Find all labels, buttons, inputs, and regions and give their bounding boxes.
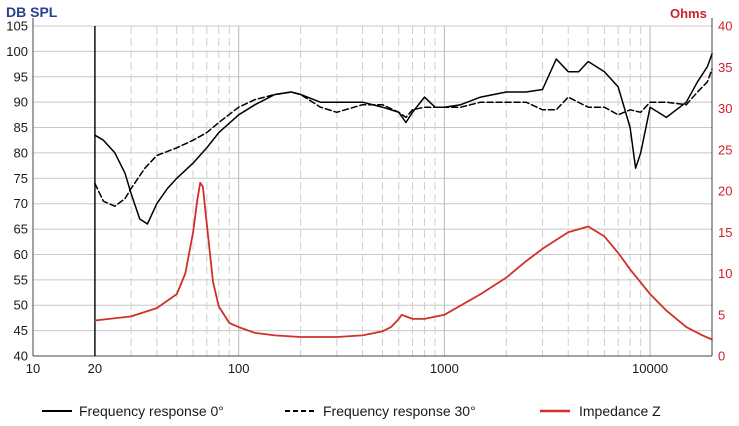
right-axis-title: Ohms [670, 6, 707, 21]
right-tick-label: 5 [718, 307, 725, 322]
right-tick-label: 30 [718, 101, 732, 116]
left-tick-label: 60 [14, 247, 28, 262]
right-tick-label: 25 [718, 142, 732, 157]
right-tick-label: 0 [718, 349, 725, 364]
x-tick-label: 100 [228, 361, 250, 376]
x-tick-label: 10 [26, 361, 40, 376]
right-tick-label: 15 [718, 225, 732, 240]
left-tick-label: 50 [14, 298, 28, 313]
left-tick-label: 40 [14, 349, 28, 364]
left-tick-label: 70 [14, 196, 28, 211]
series-line-fr30 [94, 68, 713, 207]
series-line-fr0 [94, 53, 713, 225]
series-lines [94, 53, 713, 341]
right-tick-label: 40 [718, 19, 732, 34]
x-tick-label: 1000 [430, 361, 459, 376]
left-axis-title: DB SPL [6, 4, 58, 20]
left-tick-label: 90 [14, 95, 28, 110]
grid [33, 25, 712, 356]
legend-label-fr30: Frequency response 30° [323, 403, 476, 419]
right-tick-label: 35 [718, 60, 732, 75]
left-tick-label: 95 [14, 69, 28, 84]
right-tick-label: 20 [718, 184, 732, 199]
left-tick-label: 100 [6, 44, 28, 59]
legend: Frequency response 0° Frequency response… [42, 403, 661, 419]
legend-label-impedance: Impedance Z [579, 403, 661, 419]
left-tick-label: 85 [14, 120, 28, 135]
x-tick-label: 10000 [632, 361, 668, 376]
left-tick-label: 65 [14, 222, 28, 237]
series-line-impedance [94, 181, 713, 341]
left-tick-label: 55 [14, 272, 28, 287]
left-tick-label: 45 [14, 323, 28, 338]
left-tick-label: 105 [6, 19, 28, 34]
legend-label-fr0: Frequency response 0° [79, 403, 224, 419]
x-tick-label: 20 [88, 361, 102, 376]
left-tick-label: 80 [14, 145, 28, 160]
axes [32, 18, 713, 357]
tick-labels: 40 45 50 55 60 65 70 75 80 85 90 95 100 105 0 5 10 15 20 25… [6, 19, 732, 377]
left-tick-label: 75 [14, 171, 28, 186]
right-tick-label: 10 [718, 266, 732, 281]
